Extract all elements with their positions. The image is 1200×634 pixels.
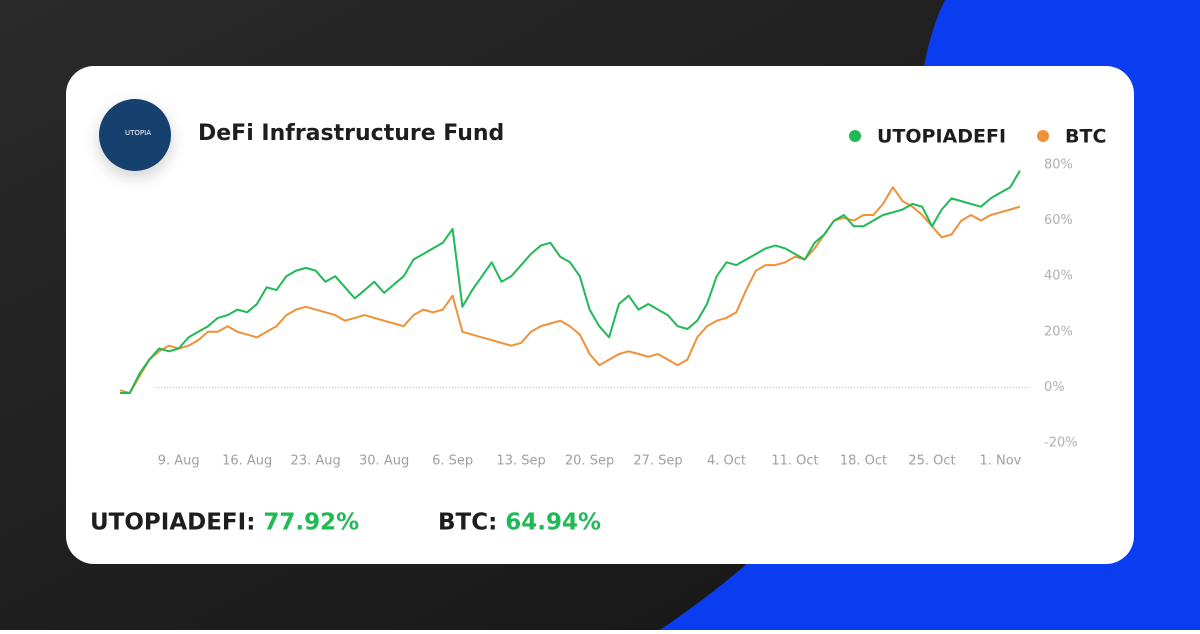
y-tick-label: 0% <box>1044 380 1065 395</box>
x-tick-label: 20. Sep <box>565 454 614 469</box>
x-tick-label: 9. Aug <box>158 454 200 469</box>
x-tick-label: 30. Aug <box>359 454 409 469</box>
y-tick-label: 20% <box>1044 324 1073 339</box>
y-tick-label: 60% <box>1044 213 1073 228</box>
legend-label: UTOPIADEFI <box>877 126 1006 148</box>
x-tick-label: 11. Oct <box>771 454 818 469</box>
summary-name: BTC: <box>438 510 497 536</box>
summary-value: 64.94% <box>505 510 601 536</box>
logo <box>99 99 171 171</box>
chart-title: DeFi Infrastructure Fund <box>198 121 504 146</box>
summary-name: UTOPIADEFI: <box>90 510 255 536</box>
x-tick-label: 6. Sep <box>432 454 473 469</box>
series-line <box>119 186 1021 394</box>
x-tick-label: 25. Oct <box>908 454 955 469</box>
x-tick-label: 13. Sep <box>496 454 545 469</box>
legend-marker <box>849 130 861 142</box>
x-tick-label: 27. Sep <box>633 454 682 469</box>
x-tick-label: 18. Oct <box>840 454 887 469</box>
y-tick-label: 40% <box>1044 269 1073 284</box>
x-tick-label: 16. Aug <box>222 454 272 469</box>
x-tick-label: 1. Nov <box>979 454 1021 469</box>
card <box>66 66 1134 564</box>
legend-label: BTC <box>1065 126 1106 148</box>
logo-text: UTOPIA <box>125 129 151 137</box>
y-tick-label: -20% <box>1044 436 1078 451</box>
legend-marker <box>1037 130 1049 142</box>
series-line <box>120 170 1021 394</box>
summary-value: 77.92% <box>263 510 359 536</box>
x-tick-label: 23. Aug <box>291 454 341 469</box>
y-tick-label: 80% <box>1044 158 1073 173</box>
x-tick-label: 4. Oct <box>707 454 746 469</box>
